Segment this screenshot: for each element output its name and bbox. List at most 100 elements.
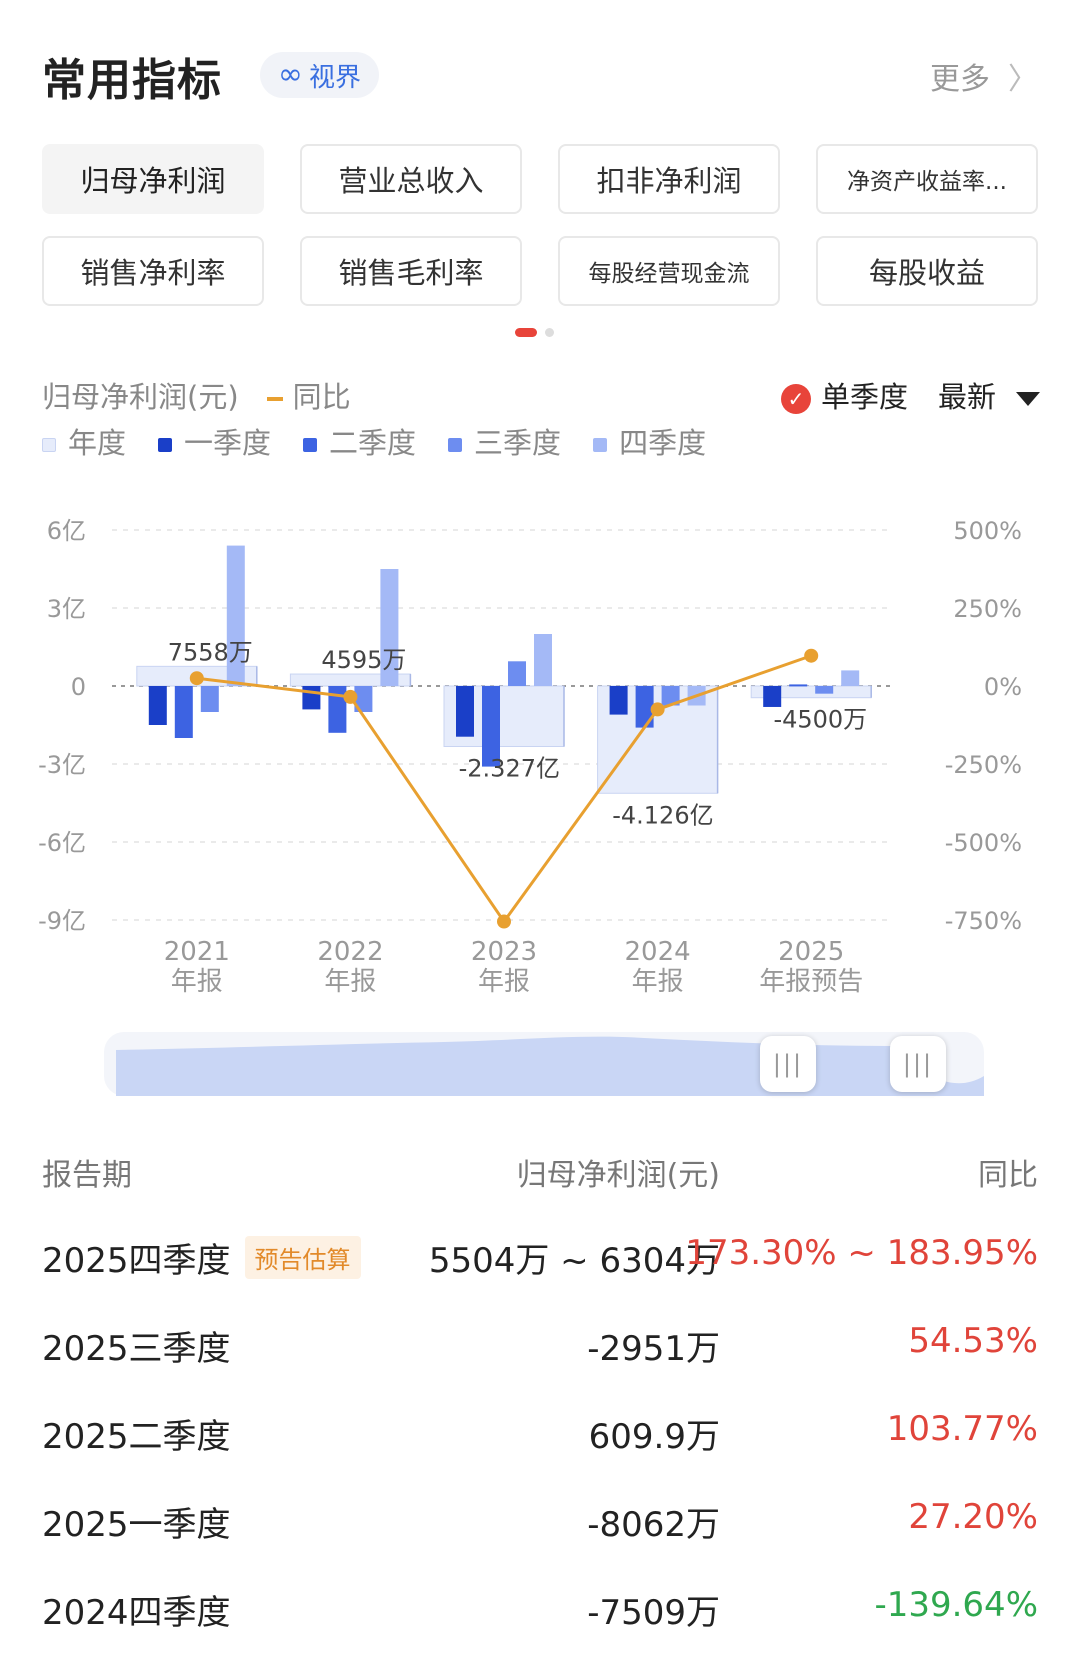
infinity-icon: ∞: [278, 57, 303, 92]
slider-track: [104, 1032, 984, 1096]
metric-selector: 归母净利润 营业总收入 扣非净利润 净资产收益率... 销售净利率 销售毛利率 …: [42, 144, 1038, 306]
quarter-bar: [534, 634, 552, 686]
legend-q2[interactable]: 二季度: [303, 420, 416, 462]
chevron-right-icon: 〉: [1008, 62, 1038, 97]
quarter-bar: [456, 686, 474, 737]
metric-button-gross-margin[interactable]: 销售毛利率: [300, 236, 522, 306]
forecast-badge: 预告估算: [244, 1236, 361, 1279]
quarter-bar: [302, 686, 321, 710]
check-icon: ✓: [780, 384, 811, 414]
vision-button[interactable]: ∞ 视界: [260, 52, 380, 98]
annual-value-label: -2.327亿: [459, 755, 560, 783]
yoy-point: [189, 671, 204, 686]
legend-swatch: [448, 438, 463, 452]
annual-value-label: 7558万: [168, 638, 253, 666]
x-tick-label: 2022: [317, 937, 383, 967]
y-right-tick: -250%: [945, 751, 1022, 779]
net-profit-chart: 6亿 500% 3亿 250% 0 0% -3亿 -250% -6亿 -500% -9亿 -750% 7…: [38, 517, 1022, 997]
header: 常用指标 ∞ 视界 更多 〉: [42, 40, 1038, 110]
more-link[interactable]: 更多 〉: [930, 54, 1038, 98]
quarter-bar: [482, 686, 500, 767]
slider-handle-right[interactable]: |||: [890, 1036, 946, 1092]
metric-unit-label: 归母净利润(元): [42, 380, 239, 414]
header-yoy[interactable]: 同比: [978, 1158, 1038, 1193]
yoy-point: [497, 914, 511, 929]
y-right-tick: 500%: [953, 517, 1022, 545]
x-tick-label: 2023: [471, 937, 537, 967]
row-value: 609.9万: [588, 1417, 720, 1457]
quarter-bar: [789, 684, 808, 687]
quarter-bar: [148, 686, 167, 725]
metric-button-deducted-profit[interactable]: 扣非净利润: [558, 144, 780, 214]
row-period: 2025四季度: [42, 1241, 231, 1281]
legend-swatch: [303, 438, 318, 452]
legend-q4[interactable]: 四季度: [593, 420, 706, 462]
quarter-bar: [815, 686, 834, 694]
table-row[interactable]: 2025三季度 -2951万 54.53%: [42, 1321, 1038, 1381]
row-value: -2951万: [587, 1329, 720, 1369]
chart-controls: ✓ 单季度 最新: [780, 374, 1040, 416]
x-tick-label: 年报: [632, 967, 684, 997]
row-period: 2025二季度: [42, 1417, 231, 1457]
annual-value-label: -4500万: [773, 706, 867, 734]
row-period: 2025一季度: [42, 1505, 231, 1545]
x-tick-label: 2021: [164, 937, 230, 967]
x-tick-label: 年报预告: [759, 967, 863, 997]
legend-swatch: [593, 438, 608, 452]
header-period[interactable]: 报告期: [42, 1158, 132, 1193]
y-left-tick: -6亿: [38, 829, 86, 857]
y-right-tick: -500%: [945, 829, 1022, 857]
table-row[interactable]: 2025一季度 -8062万 27.20%: [42, 1497, 1038, 1557]
chart-legend-series: 年度 一季度 二季度 三季度 四季度: [42, 420, 706, 462]
single-quarter-toggle[interactable]: ✓ 单季度: [780, 374, 908, 416]
metric-button-roe[interactable]: 净资产收益率...: [816, 144, 1038, 214]
range-slider[interactable]: ||| |||: [104, 1032, 984, 1096]
yoy-legend: 同比: [266, 374, 351, 416]
quarter-bar: [609, 686, 628, 715]
y-left-tick: 3亿: [47, 595, 86, 623]
x-tick-label: 年报: [171, 967, 223, 997]
caret-down-icon: [1016, 392, 1040, 406]
period-dropdown[interactable]: 最新: [938, 374, 1040, 416]
row-yoy: 173.30% ~ 183.95%: [685, 1233, 1038, 1273]
table-row[interactable]: 2025二季度 609.9万 103.77%: [42, 1409, 1038, 1469]
legend-swatch: [42, 438, 56, 452]
page-dot[interactable]: [545, 328, 554, 337]
y-right-tick: -750%: [945, 907, 1022, 935]
more-label: 更多: [930, 62, 990, 97]
x-tick-label: 年报: [478, 967, 530, 997]
row-value: 5504万 ~ 6304万: [428, 1241, 720, 1281]
legend-q1[interactable]: 一季度: [158, 420, 271, 462]
row-yoy: 54.53%: [908, 1321, 1038, 1361]
annual-value-label: -4.126亿: [612, 801, 713, 829]
x-tick-label: 2024: [625, 937, 691, 967]
quarter-bar: [354, 686, 373, 712]
row-period: 2025三季度: [42, 1329, 231, 1369]
y-left-tick: 6亿: [47, 517, 86, 545]
row-yoy: 103.77%: [886, 1409, 1038, 1449]
table-row[interactable]: 2024四季度 -7509万 -139.64%: [42, 1585, 1038, 1645]
metric-button-cashflow-per-share[interactable]: 每股经营现金流: [558, 236, 780, 306]
yoy-point: [343, 689, 358, 704]
x-tick-label: 年报: [324, 967, 376, 997]
page-dot-active[interactable]: [515, 328, 537, 337]
quarter-bar: [763, 686, 782, 707]
legend-annual[interactable]: 年度: [42, 420, 126, 462]
annual-value-label: 4595万: [321, 646, 406, 674]
yoy-point: [650, 702, 665, 717]
y-left-tick: -3亿: [38, 751, 86, 779]
row-yoy: 27.20%: [908, 1497, 1038, 1537]
y-right-tick: 0%: [984, 673, 1022, 701]
legend-q3[interactable]: 三季度: [448, 420, 561, 462]
quarter-bar: [226, 545, 245, 686]
metric-button-net-margin[interactable]: 销售净利率: [42, 236, 264, 306]
quarter-bar: [635, 686, 654, 728]
header-value[interactable]: 归母净利润(元): [516, 1158, 720, 1193]
x-tick-label: 2025: [778, 937, 844, 967]
section-title: 常用指标: [42, 55, 222, 106]
table-row[interactable]: 2025四季度 预告估算 5504万 ~ 6304万 173.30% ~ 183.…: [42, 1233, 1038, 1293]
metric-button-revenue[interactable]: 营业总收入: [300, 144, 522, 214]
metric-button-eps[interactable]: 每股收益: [816, 236, 1038, 306]
metric-button-net-profit[interactable]: 归母净利润: [42, 144, 264, 214]
slider-handle-left[interactable]: |||: [760, 1036, 816, 1092]
